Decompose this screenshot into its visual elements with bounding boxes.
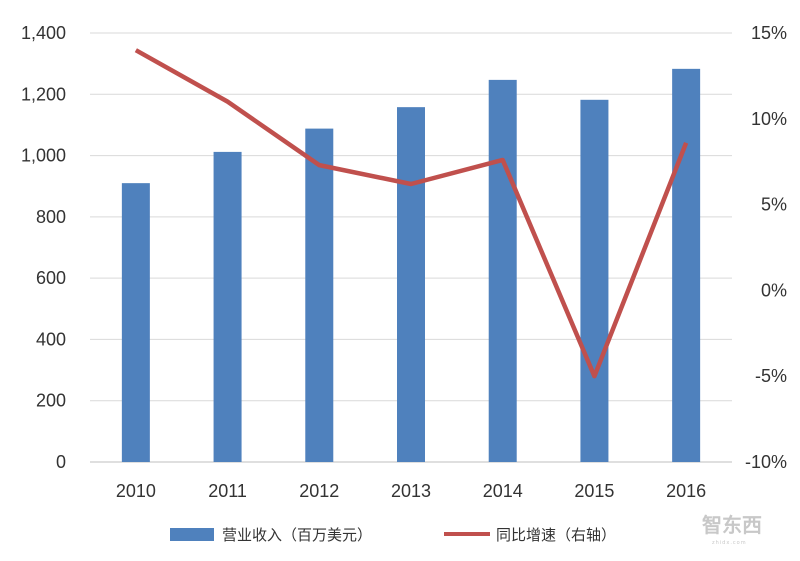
x-tick-label: 2010	[116, 481, 156, 501]
watermark-logo: 智东西 zhidx.com	[702, 513, 762, 546]
left-tick-label: 400	[36, 329, 66, 349]
left-tick-label: 0	[56, 452, 66, 472]
bar-series	[121, 68, 701, 463]
x-tick-label: 2016	[666, 481, 706, 501]
left-tick-label: 1,000	[21, 146, 66, 166]
watermark-text: 智东西	[702, 513, 762, 537]
right-tick-label: 15%	[751, 23, 787, 43]
right-tick-label: -10%	[745, 452, 787, 472]
watermark-subtext: zhidx.com	[712, 540, 747, 546]
x-tick-label: 2015	[574, 481, 614, 501]
bar-revenue-2013	[397, 107, 425, 463]
x-axis: 2010 2011 2012 2013 2014 2015 2016	[116, 481, 706, 501]
left-tick-label: 1,400	[21, 23, 66, 43]
legend-label-revenue: 营业收入（百万美元）	[222, 526, 372, 544]
bar-revenue-2012	[305, 128, 334, 462]
right-tick-label: 10%	[751, 109, 787, 129]
bar-revenue-2014	[488, 79, 517, 462]
right-axis: -10% -5% 0% 5% 10% 15%	[745, 23, 787, 472]
left-tick-label: 600	[36, 268, 66, 288]
right-tick-label: 0%	[761, 280, 787, 300]
right-tick-label: 5%	[761, 195, 787, 215]
legend: 营业收入（百万美元） 同比增速（右轴）	[170, 526, 616, 544]
left-axis: 0 200 400 600 800 1,000 1,200 1,400	[21, 23, 66, 472]
right-tick-label: -5%	[755, 366, 787, 386]
left-tick-label: 200	[36, 391, 66, 411]
line-series	[134, 48, 689, 379]
x-tick-label: 2011	[208, 481, 247, 501]
legend-swatch-revenue	[170, 528, 214, 541]
bar-revenue-2015	[580, 99, 609, 463]
x-tick-label: 2012	[299, 481, 339, 501]
bar-revenue-2011	[213, 151, 242, 462]
x-tick-label: 2014	[483, 481, 523, 501]
left-tick-label: 800	[36, 207, 66, 227]
legend-label-growth: 同比增速（右轴）	[496, 526, 616, 544]
bar-revenue-2016	[672, 68, 701, 462]
x-tick-label: 2013	[391, 481, 431, 501]
bar-revenue-2010	[121, 183, 150, 462]
left-tick-label: 1,200	[21, 84, 66, 104]
